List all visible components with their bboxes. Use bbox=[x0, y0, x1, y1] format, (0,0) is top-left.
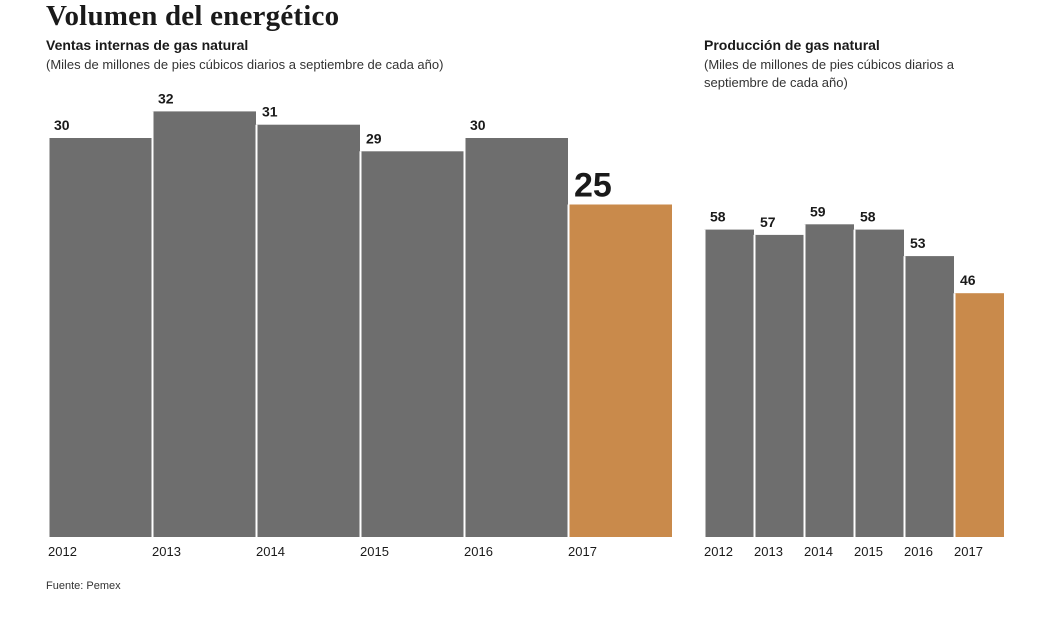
chart1-category-label-2013: 2013 bbox=[152, 544, 181, 559]
chart1-category-label-2015: 2015 bbox=[360, 544, 389, 559]
chart2-bar-2012 bbox=[704, 229, 754, 537]
chart1-bar-2016 bbox=[464, 138, 568, 537]
chart1-value-label-2013: 32 bbox=[158, 90, 174, 106]
chart1-title: Ventas internas de gas natural bbox=[46, 37, 249, 53]
chart2-value-label-2014: 59 bbox=[810, 203, 826, 219]
chart2-value-label-2015: 58 bbox=[860, 209, 876, 225]
chart1-value-label-2016: 30 bbox=[470, 117, 486, 133]
chart1-category-label-2016: 2016 bbox=[464, 544, 493, 559]
source-note: Fuente: Pemex bbox=[46, 580, 121, 592]
chart2-value-label-2017: 46 bbox=[960, 272, 976, 288]
chart1-bar-2013 bbox=[152, 111, 256, 538]
chart2-category-label-2014: 2014 bbox=[804, 544, 833, 559]
page-title: Volumen del energético bbox=[46, 0, 340, 32]
chart1-subtitle: (Miles de millones de pies cúbicos diari… bbox=[46, 57, 444, 72]
chart2-value-label-2013: 57 bbox=[760, 214, 776, 230]
chart2-category-label-2012: 2012 bbox=[704, 544, 733, 559]
chart2-bar-2017 bbox=[954, 293, 1004, 537]
chart1-bar-2015 bbox=[360, 151, 464, 538]
chart1-bar-2014 bbox=[256, 124, 360, 537]
chart1-category-label-2012: 2012 bbox=[48, 544, 77, 559]
chart2-category-label-2013: 2013 bbox=[754, 544, 783, 559]
chart2-bar-2016 bbox=[904, 256, 954, 537]
chart1-value-label-2012: 30 bbox=[54, 117, 70, 133]
chart1-category-label-2014: 2014 bbox=[256, 544, 285, 559]
chart1-value-label-2015: 29 bbox=[366, 130, 382, 146]
chart1-bar-2017 bbox=[568, 204, 672, 537]
chart1-bar-2012 bbox=[48, 138, 152, 537]
chart2-bar-2015 bbox=[854, 229, 904, 537]
chart1-value-label-2014: 31 bbox=[262, 104, 278, 120]
chart2-title: Producción de gas natural bbox=[704, 37, 880, 53]
chart2-value-label-2012: 58 bbox=[710, 209, 726, 225]
chart1-category-label-2017: 2017 bbox=[568, 544, 597, 559]
chart2-category-label-2015: 2015 bbox=[854, 544, 883, 559]
chart2-subtitle: (Miles de millones de pies cúbicos diari… bbox=[704, 57, 955, 90]
chart2-bar-2013 bbox=[754, 234, 804, 537]
chart2-category-label-2016: 2016 bbox=[904, 544, 933, 559]
chart2-value-label-2016: 53 bbox=[910, 235, 926, 251]
chart2-category-label-2017: 2017 bbox=[954, 544, 983, 559]
chart2-bar-2014 bbox=[804, 224, 854, 538]
chart1-value-label-2017: 25 bbox=[574, 167, 612, 205]
